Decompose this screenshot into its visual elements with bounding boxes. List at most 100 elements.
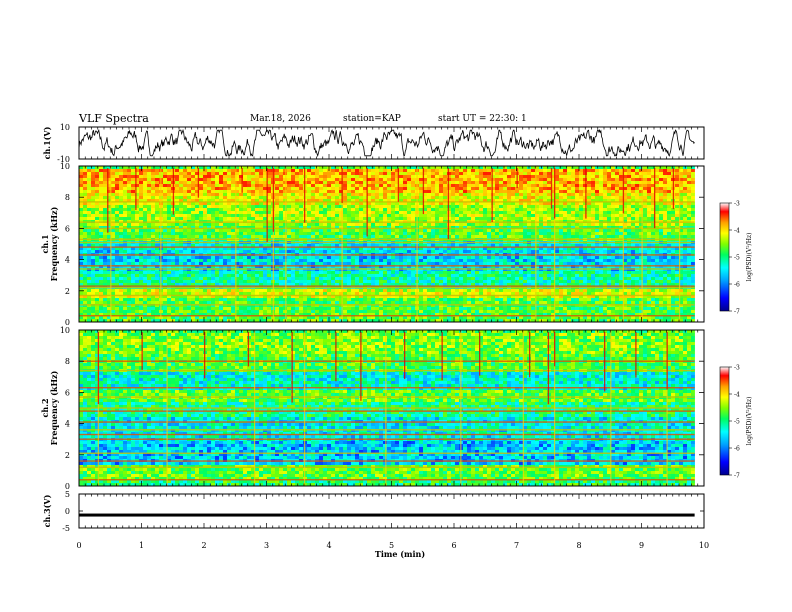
colorbar-tick-label: -6 [734,282,740,289]
transient-line [341,166,343,322]
transient-line [622,166,624,322]
ch3-ylabel: ch.3(V) [42,494,52,527]
spectral-line [79,452,695,454]
spec1-panel: 0 2 4 6 8 10 ch.1 Frequency (kHz) -3 -4 -5 -6 -7 … [40,162,753,327]
colorbar-tick-label: -4 [734,392,740,399]
time-axis: 0 1 2 3 4 5 6 7 8 9 10 [76,127,709,550]
freq-tick-label: 0 [65,318,70,327]
start-time-label: start UT = 22:30: 1 [438,114,527,124]
sferic-spike [266,168,268,243]
freq-tick-label: 4 [65,420,70,429]
spectral-line [79,285,695,287]
ch3-signal [79,513,695,517]
spectral-line [79,238,695,241]
sferic-spike [397,168,400,202]
transient-line [166,330,168,486]
colorbar-tick-label: -5 [734,419,740,426]
transient-line [554,330,556,486]
freq-tick-label: 2 [65,451,70,460]
time-tick-label: 10 [699,541,709,550]
transient-line [535,166,537,322]
sferic-spike [366,168,368,237]
spectral-line [79,227,695,230]
spectral-line [79,466,695,468]
sferic-spike [547,332,550,405]
freq-tick-label: 2 [65,287,70,296]
spectral-line [79,268,695,270]
spectral-line [79,460,695,462]
sferic-spike [135,168,137,211]
sferic-spike [404,332,406,380]
ch1-ytick-label: 10 [60,123,70,132]
spec1-heatmap [79,166,704,323]
station-label: station=KAP [343,114,401,124]
colorbar-tick-label: -7 [734,473,740,480]
spec1-colorbar-label: log(PSD)(V²/Hz) [746,233,753,282]
freq-tick-label: 6 [65,388,70,397]
ch3-frame [78,493,705,529]
spectral-line [79,221,695,223]
freq-tick-label: 4 [65,256,70,265]
transient-line [160,166,162,322]
colorbar-tick-label: -4 [734,228,740,235]
ch3-ytick-label: 5 [65,490,70,499]
transient-line [641,166,643,322]
sferic-spike [550,168,553,209]
spectral-line [79,254,695,256]
sferic-spike [554,168,556,219]
spectral-line [79,304,695,306]
sferic-spike [554,332,556,367]
sferic-spike [247,332,250,367]
transient-line [416,166,418,322]
spectral-line [79,265,695,267]
transient-line [110,166,112,322]
time-tick-label: 8 [576,541,581,550]
spectral-line [79,241,695,244]
sferic-spike [491,168,493,223]
sferic-spike [672,168,675,210]
spec1-ylabel-channel: ch.1 [40,234,50,253]
spectral-line [79,396,695,398]
spec2-ylabel-channel: ch.2 [40,398,50,417]
sferic-spike [441,332,443,381]
spectral-line [79,421,695,423]
transient-line [610,330,612,486]
sferic-spike [516,168,518,189]
sferic-spike [604,332,606,392]
sferic-spike [335,332,337,382]
spectral-line [79,201,695,203]
time-tick-label: 9 [639,541,644,550]
spectral-line [79,433,695,436]
figure-title: VLF Spectra [79,112,149,125]
transient-line [285,166,287,322]
spectral-line [79,387,695,389]
sferic-spike [360,332,362,401]
spectral-line [79,246,695,248]
sferic-spike [622,168,625,214]
spectral-line [79,407,695,409]
sferic-spike [291,332,293,403]
x-axis-title: Time (min) [375,549,425,559]
spectral-line [79,438,695,440]
colorbar-tick-label: -3 [734,201,740,208]
sferic-spike [204,332,206,379]
freq-tick-label: 10 [60,162,70,171]
ch1-panel: 10 -10 ch.1(V) [42,123,705,164]
transient-line [254,330,256,486]
sferic-spike [97,332,100,405]
freq-tick-label: 8 [65,193,70,202]
transient-line [522,330,524,486]
transient-line [385,330,387,486]
sferic-spike [585,168,587,219]
spec1-ylabel-frequency: Frequency (kHz) [49,206,59,281]
spectral-line [79,286,695,289]
sferic-spike [141,332,143,370]
sferic-spike [241,168,243,193]
sferic-spike [172,168,175,215]
spec2-heatmap [79,330,704,487]
freq-tick-label: 0 [65,482,70,491]
sferic-spike [447,168,450,240]
colorbar-tick-label: -7 [734,309,740,316]
ch3-ytick-label: 0 [65,507,70,516]
